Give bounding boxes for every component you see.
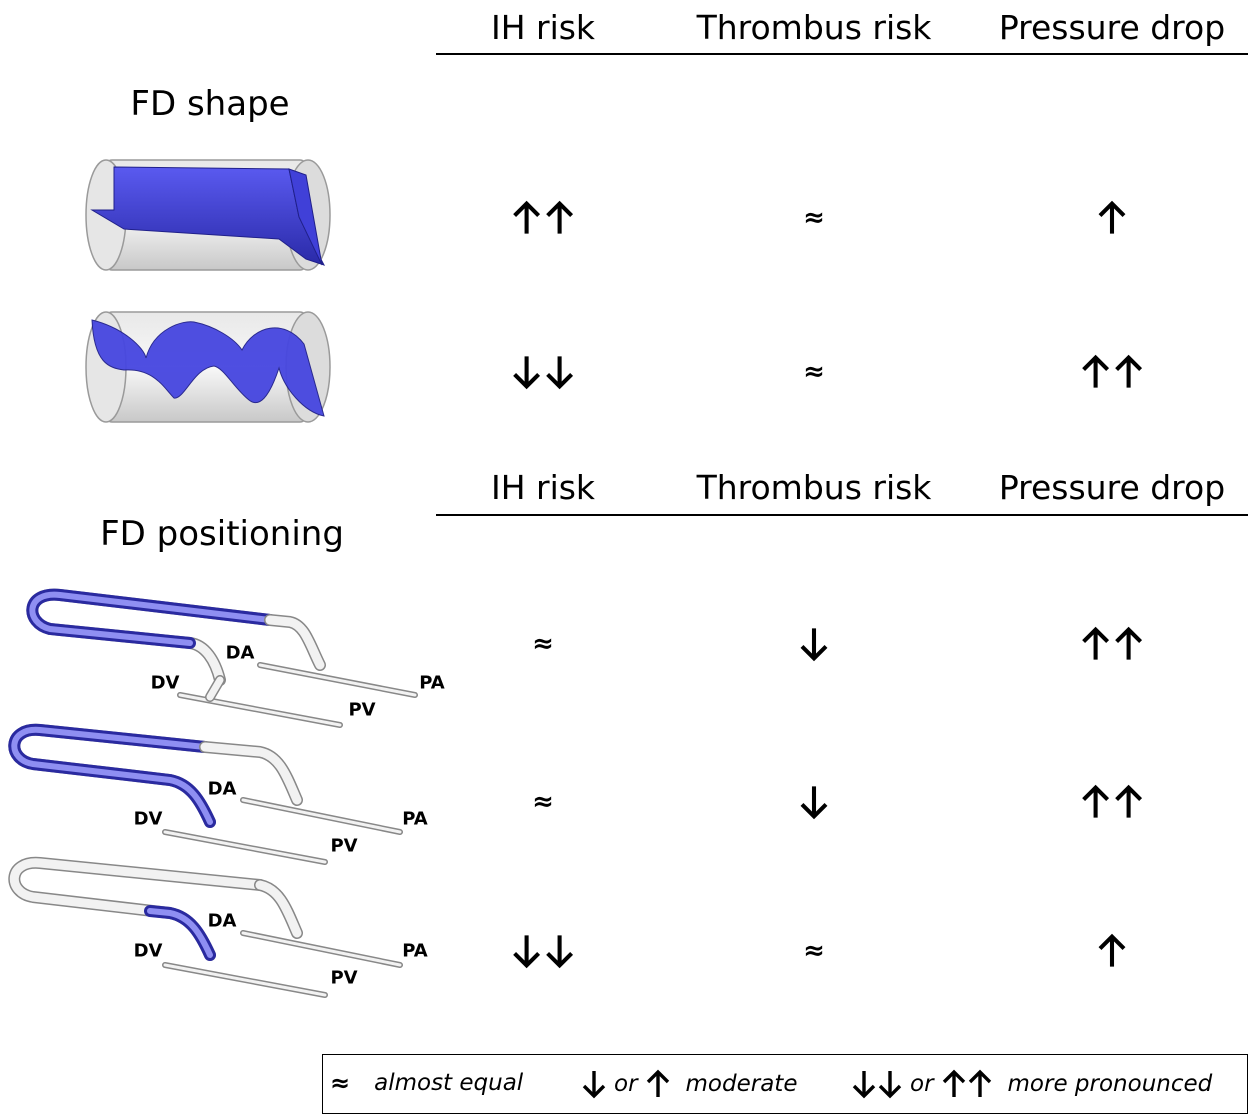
bottom-row3-pressure: [1098, 933, 1127, 969]
legend-pronounced-text: more pronounced: [1007, 1071, 1213, 1097]
header-thrombus-risk-top: Thrombus risk: [696, 8, 932, 47]
bottom-row1-pressure: [1081, 626, 1143, 662]
up-arrow-icon: [545, 200, 573, 234]
down-arrow-icon: [582, 1071, 606, 1099]
bottom-row2-pressure: [1081, 784, 1143, 820]
up-arrow-icon: [1098, 200, 1126, 234]
top-row1-ih: [512, 200, 574, 236]
vessel3-label-pa: PA: [402, 940, 428, 962]
vessel-diagram-loop-to-dv: [8, 723, 403, 865]
legend-or-text-2: or: [910, 1071, 934, 1097]
header-rule-top: [436, 53, 1248, 55]
header-ih-risk-bottom: IH risk: [490, 468, 596, 507]
legend-almost-equal-text: almost equal: [374, 1070, 524, 1096]
vessel-diagram-dv-only: [8, 856, 403, 998]
bottom-row3-thrombus: ≈: [803, 938, 825, 964]
legend-double-up-arrow-icon: [942, 1069, 992, 1099]
legend-moderate: or moderate: [582, 1069, 797, 1099]
up-arrow-icon: [1082, 626, 1110, 660]
legend-or-text-1: or: [614, 1071, 638, 1097]
approx-icon: ≈: [803, 203, 825, 233]
bottom-row2-thrombus: [800, 784, 829, 820]
up-arrow-icon: [1114, 626, 1142, 660]
down-arrow-icon: [545, 356, 573, 390]
up-arrow-icon: [1098, 933, 1126, 967]
bottom-row1-thrombus: [800, 626, 829, 662]
legend-almost-equal: ≈ almost equal: [330, 1069, 523, 1097]
bottom-row3-ih: [512, 933, 574, 969]
up-arrow-icon: [968, 1069, 991, 1097]
approx-icon: ≈: [803, 936, 825, 966]
legend-up-arrow-icon: [646, 1069, 670, 1099]
legend-down-arrow-icon: [582, 1069, 606, 1099]
top-row1-thrombus: ≈: [803, 205, 825, 231]
approx-symbol: ≈: [330, 1069, 351, 1097]
flat-diverter-image: [85, 159, 331, 271]
header-ih-risk-top: IH risk: [490, 8, 596, 47]
vessel1-label-pa: PA: [419, 672, 445, 694]
header-thrombus-risk-bottom: Thrombus risk: [696, 468, 932, 507]
bottom-row1-ih: ≈: [532, 631, 554, 657]
down-arrow-icon: [545, 935, 573, 969]
up-arrow-icon: [1114, 784, 1142, 818]
up-arrow-icon: [942, 1069, 965, 1097]
down-arrow-icon: [800, 628, 828, 662]
vessel1-label-dv: DV: [150, 672, 180, 694]
vessel-diagram-full-loop: [26, 588, 418, 728]
vessel2-label-pa: PA: [402, 808, 428, 830]
legend-pronounced: or more pronounced: [852, 1069, 1212, 1099]
down-arrow-icon: [513, 935, 541, 969]
vessel3-label-dv: DV: [133, 940, 163, 962]
approx-icon: ≈: [532, 629, 554, 659]
up-arrow-icon: [646, 1069, 669, 1097]
top-row2-thrombus: ≈: [803, 359, 825, 385]
header-pressure-drop-top: Pressure drop: [998, 8, 1226, 47]
down-arrow-icon: [878, 1071, 902, 1099]
up-arrow-icon: [513, 200, 541, 234]
legend-moderate-text: moderate: [685, 1071, 798, 1097]
down-arrow-icon: [513, 356, 541, 390]
top-row2-pressure: [1081, 354, 1143, 390]
vessel2-label-da: DA: [207, 778, 237, 800]
up-arrow-icon: [1082, 354, 1110, 388]
bottom-row2-ih: ≈: [532, 789, 554, 815]
helical-diverter-image: [85, 311, 331, 423]
section-title-fd-shape: FD shape: [130, 84, 290, 124]
up-arrow-icon: [1082, 784, 1110, 818]
top-row2-ih: [512, 354, 574, 390]
vessel3-label-da: DA: [207, 910, 237, 932]
vessel3-label-pv: PV: [330, 967, 358, 989]
header-pressure-drop-bottom: Pressure drop: [998, 468, 1226, 507]
vessel1-label-pv: PV: [348, 699, 376, 721]
approx-icon: ≈: [532, 787, 554, 817]
down-arrow-icon: [852, 1071, 876, 1099]
vessel1-label-da: DA: [225, 642, 255, 664]
legend-double-down-arrow-icon: [852, 1069, 902, 1099]
section-title-fd-positioning: FD positioning: [100, 514, 344, 554]
vessel2-label-pv: PV: [330, 835, 358, 857]
approx-icon: ≈: [803, 357, 825, 387]
down-arrow-icon: [800, 786, 828, 820]
up-arrow-icon: [1114, 354, 1142, 388]
header-rule-bottom: [436, 514, 1248, 516]
top-row1-pressure: [1098, 200, 1127, 236]
vessel2-label-dv: DV: [133, 808, 163, 830]
